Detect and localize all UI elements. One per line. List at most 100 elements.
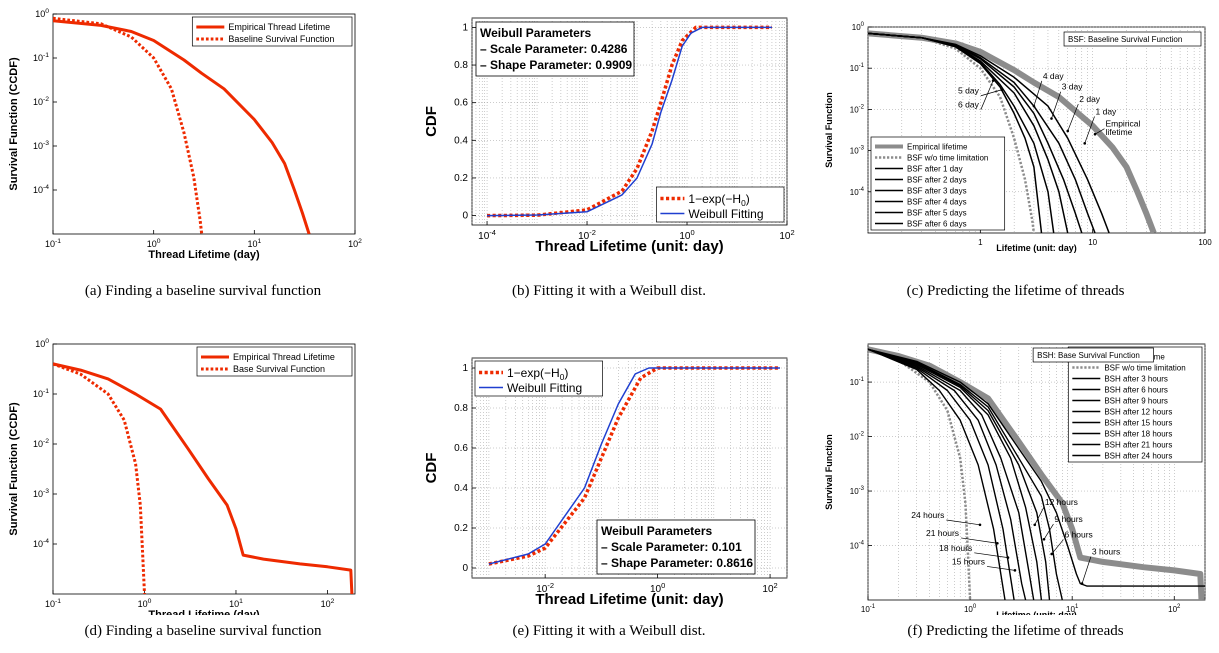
y-tick-base: 10 [852,23,861,32]
legend-box [656,186,785,223]
legend-label-main: BSF w/o time limitation [907,153,988,162]
y-tick-base: 0.2 [454,523,468,534]
legend-label-main: BSH after 18 hours [1104,429,1172,438]
series-group [53,16,311,234]
parameter-box-title: Weibull Parameters [480,26,591,40]
x-tick-base: 10 [45,599,55,609]
legend-label: Weibull Fitting [688,207,763,221]
legend-label: Empirical Thread Lifetime [233,352,335,362]
y-tick-base: 10 [850,105,859,114]
x-tick-label: 10-1 [45,598,61,609]
y-tick-label: 10-4 [850,541,865,551]
y-tick-base: 0.6 [454,98,468,109]
annotation-label: 6 hours [1064,530,1092,540]
x-tick-exp: -4 [489,228,496,237]
legend: 1−exp(−H0)Weibull Fitting [474,360,603,397]
x-tick-label: 10-1 [45,238,61,249]
legend-box [474,360,603,397]
legend: Empirical Thread Lifetime Baseline Surviv… [191,16,353,47]
annotation-arrowhead [1080,582,1084,585]
y-tick-label: 10-2 [850,432,865,442]
legend-label: BSF after 5 days [907,208,967,217]
series-line-1 [486,26,772,217]
x-axis-label: Lifetime (unit: day) [996,610,1077,615]
series-group [486,25,772,218]
legend-label: Empirical lifetime [907,142,968,151]
series-line-5 [868,348,1043,600]
y-axis-label: Survival Function [824,434,834,510]
function-label-text: BSF: Baseline Survival Function [1068,35,1182,44]
x-tick-base: 10 [147,239,157,249]
caption-a: (a) Finding a baseline survival function [84,283,322,299]
annotation-arrow [1094,128,1105,135]
annotation-arrowhead [1083,142,1087,145]
x-tick-base: 10 [762,584,774,595]
series-line-1 [53,362,146,594]
legend-label-suffix: ) [564,366,568,380]
annotation-arrow [1033,80,1043,107]
y-tick-base: 10 [35,339,45,349]
legend-label: BSH after 21 hours [1104,440,1172,449]
annotation-arrow [946,519,981,526]
y-tick-exp: -2 [859,432,865,438]
legend-label-main: BSF after 1 day [907,164,963,173]
x-tick-label: 100 [1198,238,1212,247]
series-line-0 [53,19,311,234]
y-tick-base: 10 [850,188,859,197]
y-tick-exp: -4 [859,187,865,193]
y-tick-exp: 0 [45,8,49,15]
series-line-4 [868,348,1051,600]
y-tick-label: 10-4 [33,538,49,549]
series-line-3 [868,348,1063,600]
legend-label: BSF w/o time limitation [1104,363,1185,372]
x-tick-exp: 2 [358,238,362,245]
x-axis-label: Thread Lifetime (day) [148,249,260,261]
y-tick-exp: -3 [859,146,865,152]
x-tick-label: 101 [1066,604,1079,614]
legend-label-main: BSH after 3 hours [1104,374,1168,383]
x-tick-label: 100 [964,604,977,614]
y-tick-base: 1 [462,363,468,374]
x-tick-exp: -1 [55,598,61,605]
y-tick-exp: -3 [859,486,865,492]
y-axis-label: Survival Function (CCDF) [8,57,20,191]
legend-box [191,16,353,47]
y-tick-base: 0.4 [454,483,468,494]
parameter-box-frame [596,519,756,575]
legend-label-sub: 0 [741,198,746,208]
annotation-arrowhead [1032,104,1036,108]
annotation-label: 15 hours [952,556,985,566]
caption-c: (c) Predicting the lifetime of threads [906,283,1125,299]
x-axis-label: Thread Lifetime (unit: day) [535,238,723,255]
legend-label: 1−exp(−H0) [688,192,749,208]
x-tick-exp: -2 [547,581,554,590]
y-tick-label: 0.2 [454,173,468,184]
legend-label: Empirical Thread Lifetime [228,22,330,32]
x-tick-base: 10 [45,239,55,249]
annotation-label: 3 hours [1092,547,1120,557]
annotation-arrowhead [1013,569,1017,572]
y-tick-label: 0.4 [454,135,468,146]
legend-label-main: 1−exp(−H [688,192,741,206]
y-tick-exp: -4 [43,538,49,545]
y-tick-base: 0.2 [454,173,468,184]
y-tick-base: 10 [33,185,43,195]
series-line-6 [868,348,1035,600]
y-tick-label: 10-3 [33,140,49,151]
annotation-label: 3 day [1062,82,1084,92]
y-tick-base: 10 [850,542,859,551]
x-tick-label: 10-2 [536,581,554,595]
legend-label-main: BSH after 6 hours [1104,385,1168,394]
parameter-line: – Shape Parameter: 0.8616 [601,556,753,570]
parameter-line: – Scale Parameter: 0.4286 [480,42,628,56]
series-line-0 [868,346,1205,600]
x-tick-exp: 1 [1075,604,1079,610]
x-tick-label: 102 [321,598,335,609]
series-line-1 [868,348,972,600]
annotation-label: 5 day [958,86,980,96]
y-tick-exp: -2 [43,96,49,103]
y-tick-base: 10 [33,389,43,399]
x-axis-label: Lifetime (unit: day) [996,243,1077,253]
